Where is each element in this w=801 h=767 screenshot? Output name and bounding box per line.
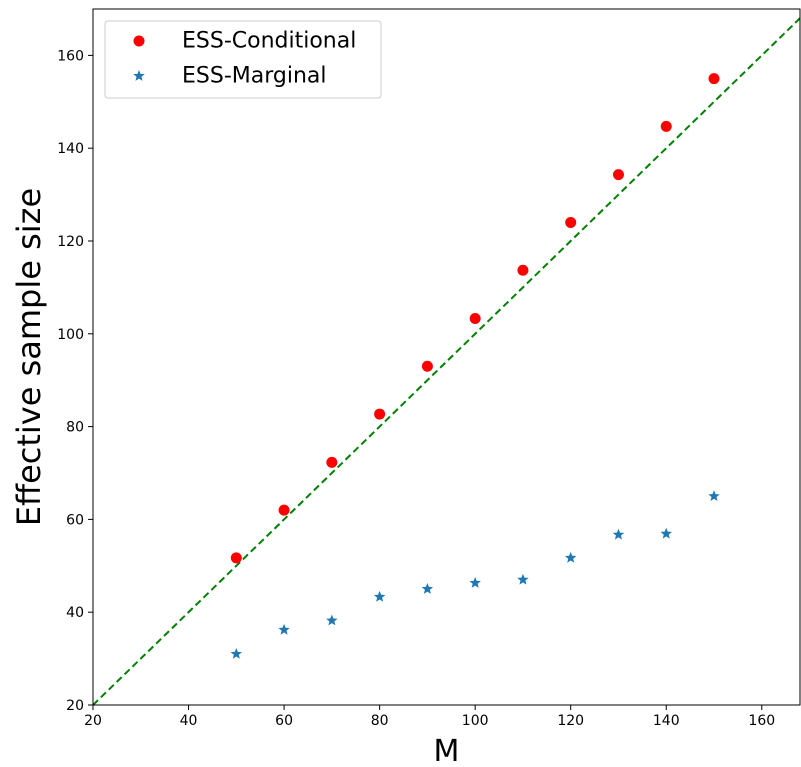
ticks-layer: 20 40 60 80 100 120 140 160 20 40 60 80 100 120 140 160: [57, 48, 775, 729]
y-tick-label: 80: [66, 420, 84, 436]
data-point-ess-conditional-60: [278, 504, 290, 516]
data-point-ess-conditional-70: [326, 456, 338, 468]
y-tick-label: 40: [66, 605, 84, 621]
x-tick-label: 140: [653, 713, 680, 729]
y-tick-label: 120: [57, 234, 84, 250]
data-point-ess-marginal-150: [708, 490, 720, 502]
data-point-ess-marginal-100: [469, 576, 481, 588]
data-point-ess-conditional-120: [565, 216, 577, 228]
x-tick-label: 20: [84, 713, 102, 729]
identity-reference-line: [93, 16, 800, 705]
data-point-ess-conditional-50: [230, 552, 242, 564]
data-point-ess-conditional-130: [612, 169, 624, 181]
x-tick-label: 60: [275, 713, 293, 729]
legend-marker-ess-marginal: [133, 70, 145, 81]
data-point-ess-conditional-140: [660, 120, 672, 132]
data-point-ess-marginal-140: [660, 527, 672, 539]
data-point-ess-marginal-120: [565, 551, 577, 563]
x-tick-label: 160: [748, 713, 775, 729]
data-point-ess-conditional-90: [421, 360, 433, 372]
data-point-ess-marginal-90: [421, 583, 434, 594]
series-ess-marginal: [230, 490, 720, 659]
x-tick-label: 80: [371, 713, 389, 729]
y-tick-label: 60: [66, 512, 84, 528]
data-point-ess-marginal-60: [278, 623, 290, 635]
data-point-ess-conditional-80: [374, 408, 386, 420]
data-point-ess-marginal-80: [373, 590, 386, 602]
series-ess-conditional: [230, 73, 720, 564]
points-layer: [230, 73, 720, 659]
data-point-ess-marginal-70: [326, 614, 338, 626]
legend-marker-ess-conditional: [133, 35, 145, 47]
y-tick-label: 20: [66, 698, 84, 714]
reference-line-layer: [93, 16, 800, 705]
x-tick-label: 120: [557, 713, 584, 729]
data-point-ess-conditional-100: [469, 312, 481, 324]
legend-box: [104, 20, 382, 99]
data-point-ess-conditional-110: [517, 264, 529, 276]
legend-symbol-ess-conditional: [133, 35, 145, 47]
y-tick-label: 140: [57, 141, 84, 157]
data-point-ess-marginal-50: [230, 647, 243, 659]
legend-label-ess-marginal: ESS-Marginal: [182, 64, 327, 89]
legend-symbol-ess-marginal: [133, 70, 145, 81]
data-point-ess-marginal-130: [612, 528, 625, 540]
y-tick-label: 160: [57, 48, 84, 64]
x-tick-label: 40: [180, 713, 198, 729]
y-axis-title: Effective sample size: [10, 188, 48, 526]
data-point-ess-marginal-110: [517, 573, 529, 585]
y-tick-label: 100: [57, 327, 84, 343]
legend-label-ess-conditional: ESS-Conditional: [182, 29, 356, 54]
data-point-ess-conditional-150: [708, 73, 720, 85]
legend: ESS-Conditional ESS-Marginal: [104, 20, 382, 99]
x-tick-label: 100: [462, 713, 489, 729]
plot-frame: [92, 8, 801, 706]
x-axis-title: M: [434, 734, 460, 767]
